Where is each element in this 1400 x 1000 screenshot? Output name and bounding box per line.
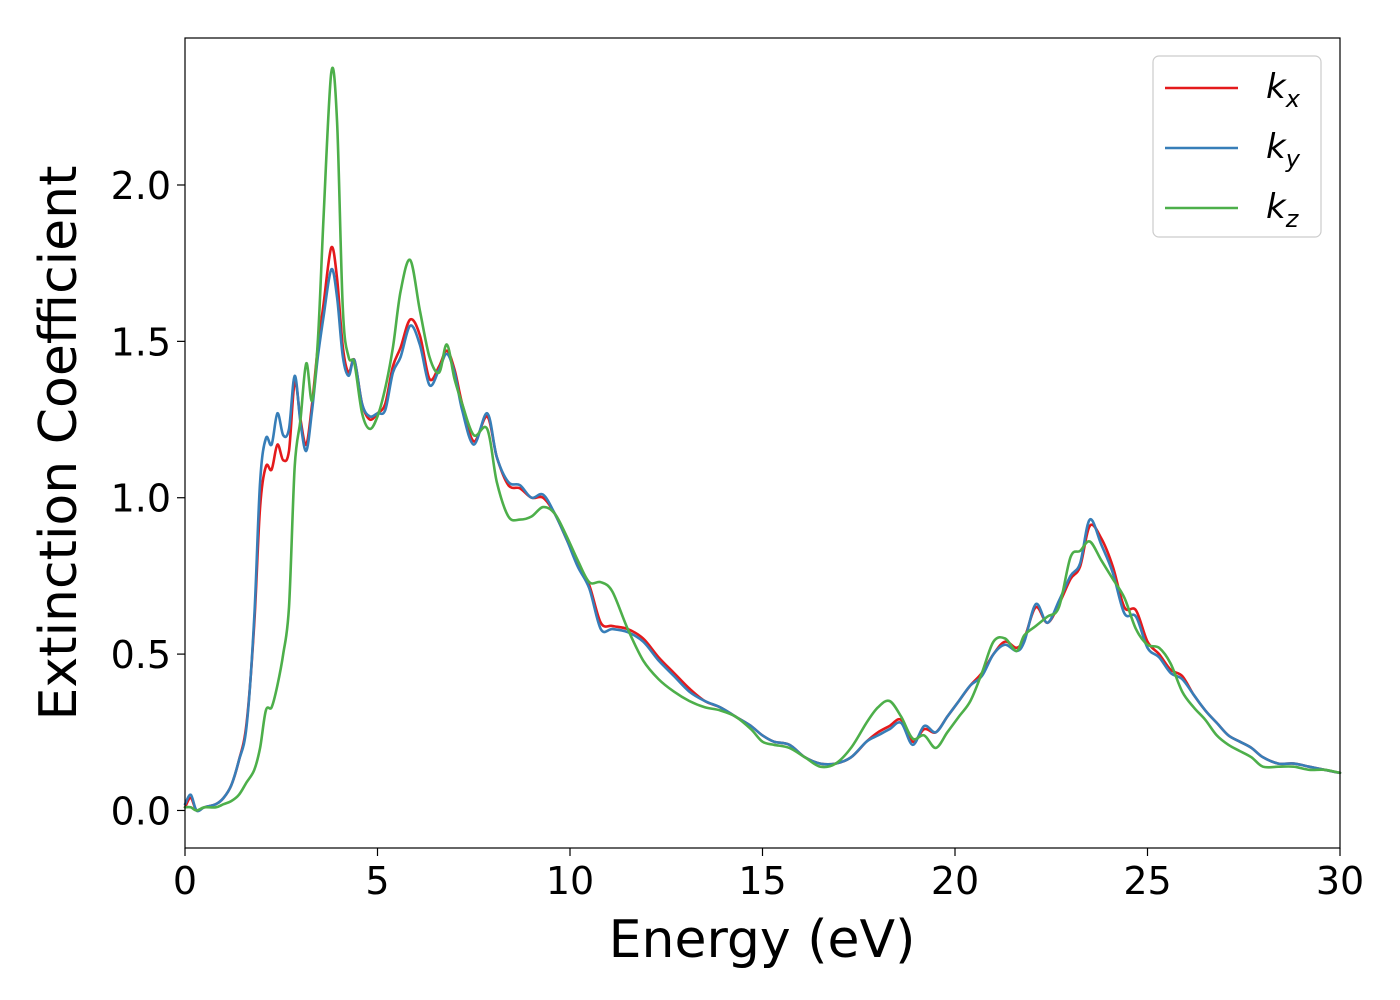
legend-subscript: z: [1285, 205, 1300, 233]
y-tick-label: 0.5: [111, 633, 171, 677]
series-line-kz: [183, 66, 1342, 812]
legend-symbol: k: [1266, 127, 1287, 167]
series-layer: [183, 66, 1342, 813]
y-axis-label: Extinction Coefficient: [29, 166, 89, 721]
series-line-ky: [183, 267, 1342, 813]
legend-subscript: x: [1285, 85, 1301, 113]
legend-label-ky: ky: [1266, 127, 1301, 173]
legend-frame: [1152, 55, 1322, 238]
plot-background: [185, 38, 1340, 848]
x-tick-label: 0: [173, 859, 197, 903]
legend-symbol: k: [1266, 187, 1287, 227]
y-tick-label: 0.0: [111, 789, 171, 833]
y-tick-label: 2.0: [111, 164, 171, 208]
legend-symbol: k: [1266, 67, 1287, 107]
x-tick-label: 15: [738, 859, 786, 903]
y-axis-ticks: 0.0 0.5 1.0 1.5 2.0: [111, 164, 185, 833]
y-tick-label: 1.0: [111, 477, 171, 521]
x-tick-label: 25: [1123, 859, 1171, 903]
x-tick-label: 20: [931, 859, 979, 903]
x-tick-label: 30: [1316, 859, 1364, 903]
y-tick-label: 1.5: [111, 320, 171, 364]
x-axis-label: Energy (eV): [609, 910, 916, 970]
legend-label-kz: kz: [1266, 187, 1300, 233]
legend-label-kx: kx: [1266, 67, 1301, 113]
x-tick-label: 5: [365, 859, 389, 903]
x-axis-ticks: 0 5 10 15 20 25 30: [173, 848, 1364, 903]
x-tick-label: 10: [546, 859, 594, 903]
legend-subscript: y: [1285, 145, 1301, 173]
